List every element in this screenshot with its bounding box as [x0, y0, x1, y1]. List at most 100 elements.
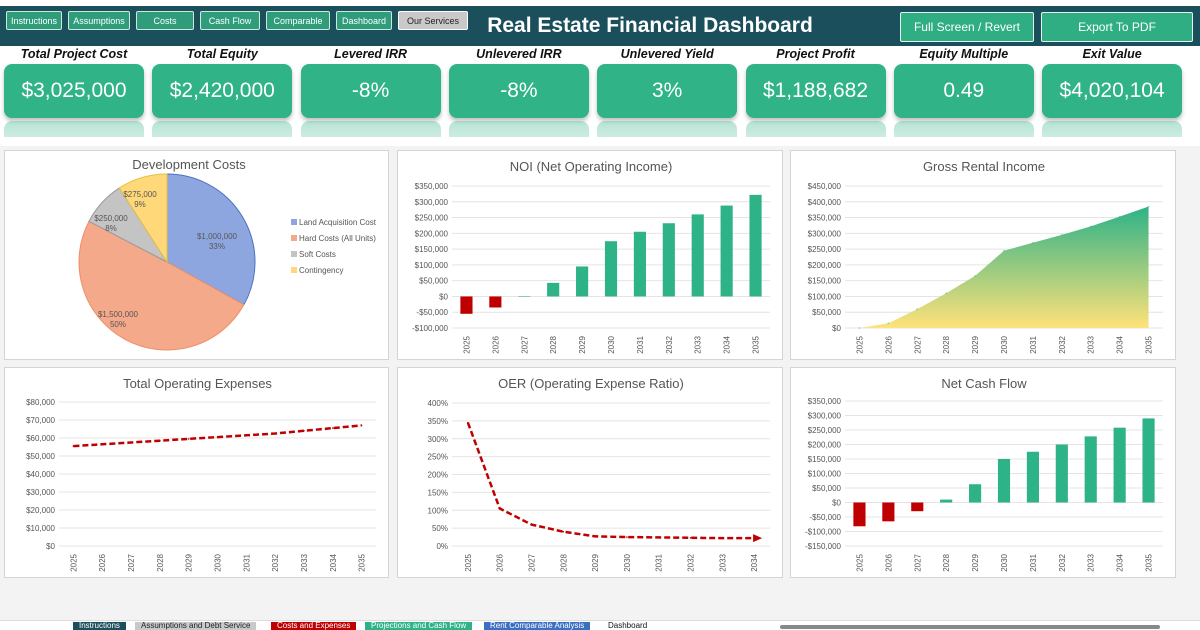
sheet-tab[interactable]: Instructions: [73, 622, 126, 630]
pie-slice: [118, 173, 168, 264]
kpi-label: Equity Multiple: [919, 47, 1009, 61]
data-point: [594, 535, 596, 538]
data-point: [626, 536, 628, 538]
fullscreen-button[interactable]: Full Screen / Revert: [900, 12, 1034, 42]
sheet-tab[interactable]: Costs and Expenses: [271, 622, 357, 630]
bar: [940, 499, 953, 503]
x-tick-label: 2034: [1116, 553, 1125, 571]
bar: [518, 296, 531, 297]
chart-title: Total Operating Expenses: [123, 376, 272, 391]
pie-slice: [166, 173, 256, 306]
gross-rental-income-panel: Gross Rental Income $0 $50,000 $100,000 $150…: [790, 150, 1176, 360]
y-tick-label: $60,000: [26, 434, 55, 443]
data-point: [331, 427, 334, 429]
line-arrow: [753, 534, 763, 543]
kpi-label: Levered IRR: [334, 47, 408, 61]
export-pdf-button[interactable]: Export To PDF: [1041, 12, 1193, 42]
bar: [489, 296, 502, 308]
bar: [997, 459, 1011, 503]
x-tick-label: 2028: [942, 553, 951, 571]
y-tick-label: $50,000: [812, 484, 841, 493]
pie-value-label: $1,500,000: [98, 310, 139, 319]
y-tick-label: -$50,000: [416, 308, 448, 317]
kpi-label: Total Equity: [186, 47, 258, 61]
nav-button-cash-flow[interactable]: Cash Flow: [200, 11, 260, 30]
y-tick-label: 100%: [428, 506, 448, 515]
kpi-value: $2,420,000: [152, 64, 293, 118]
x-tick-label: 2032: [1058, 335, 1067, 353]
y-tick-label: $350,000: [808, 214, 842, 223]
development-costs-panel: Development Costs $1,000,000 33% $1,500,000…: [4, 150, 389, 360]
data-point: [689, 536, 692, 539]
x-tick-label: 2027: [127, 553, 136, 571]
sheet-tab[interactable]: Projections and Cash Flow: [365, 622, 473, 630]
bar: [662, 223, 675, 297]
x-tick-label: 2027: [528, 553, 537, 571]
bar: [1026, 451, 1039, 503]
x-tick-label: 2029: [591, 553, 600, 571]
dashboard-title: Real Estate Financial Dashboard: [487, 14, 813, 37]
x-tick-label: 2027: [913, 335, 922, 353]
kpi-label: Exit Value: [1082, 47, 1142, 61]
nav-button-costs[interactable]: Costs: [136, 11, 194, 30]
chart-title: Net Cash Flow: [941, 376, 1027, 391]
y-tick-label: $150,000: [415, 245, 449, 254]
y-tick-label: $250,000: [415, 214, 449, 223]
kpi-value: -8%: [300, 64, 441, 118]
bar: [969, 484, 982, 503]
data-point: [916, 308, 919, 310]
pie-percent-label: 50%: [110, 320, 126, 329]
y-tick-label: $0: [439, 292, 448, 301]
kpi-reflection: [300, 121, 441, 137]
data-point: [245, 434, 248, 437]
nav-button-dashboard[interactable]: Dashboard: [336, 11, 392, 30]
legend-swatch: [291, 219, 297, 225]
sheet-tab[interactable]: Assumptions and Debt Service: [135, 622, 257, 630]
data-point: [498, 507, 501, 510]
nav-button-comparable[interactable]: Comparable: [266, 11, 330, 30]
chart-title: OER (Operating Expense Ratio): [498, 376, 684, 391]
bar: [691, 214, 704, 297]
x-tick-label: 2026: [884, 553, 893, 571]
kpi-value: 0.49: [893, 64, 1034, 118]
x-tick-label: 2031: [1029, 553, 1038, 571]
y-tick-label: $0: [832, 499, 841, 508]
nav-button-our-services[interactable]: Our Services: [398, 11, 468, 30]
x-tick-label: 2035: [1145, 553, 1154, 571]
x-tick-label: 2030: [1000, 335, 1009, 353]
data-point: [72, 445, 75, 447]
x-tick-label: 2030: [1000, 553, 1009, 571]
x-tick-label: 2028: [559, 553, 568, 571]
kpi-value: $1,188,682: [745, 64, 886, 118]
kpi-reflection: [1042, 121, 1183, 137]
data-point: [274, 432, 276, 435]
horizontal-scrollbar[interactable]: [780, 625, 1160, 629]
x-tick-label: 2026: [491, 335, 500, 353]
x-tick-label: 2034: [750, 553, 759, 571]
bar: [911, 502, 924, 512]
x-tick-label: 2031: [242, 553, 251, 571]
y-tick-label: $350,000: [415, 182, 449, 191]
y-tick-label: -$150,000: [805, 542, 842, 551]
y-tick-label: -$100,000: [412, 324, 449, 333]
y-tick-label: $80,000: [26, 398, 55, 407]
chart-title: Gross Rental Income: [923, 159, 1045, 174]
nav-button-instructions[interactable]: Instructions: [6, 11, 62, 30]
x-tick-label: 2034: [723, 335, 732, 353]
line-series: [466, 422, 755, 540]
x-tick-label: 2035: [1145, 335, 1154, 353]
x-tick-label: 2033: [718, 553, 727, 571]
y-tick-label: $100,000: [808, 470, 842, 479]
y-tick-label: 200%: [428, 471, 448, 480]
x-tick-label: 2033: [300, 553, 309, 571]
y-tick-label: $300,000: [415, 198, 449, 207]
kpi-reflection: [152, 121, 293, 137]
y-tick-label: $100,000: [415, 261, 449, 270]
y-tick-label: 250%: [428, 453, 448, 462]
bar: [853, 502, 866, 527]
sheet-tab[interactable]: Dashboard: [602, 622, 654, 630]
x-tick-label: 2025: [855, 553, 864, 571]
nav-button-assumptions[interactable]: Assumptions: [68, 11, 130, 30]
pie-slice: [78, 220, 245, 351]
sheet-tab[interactable]: Rent Comparable Analysis: [484, 622, 591, 630]
